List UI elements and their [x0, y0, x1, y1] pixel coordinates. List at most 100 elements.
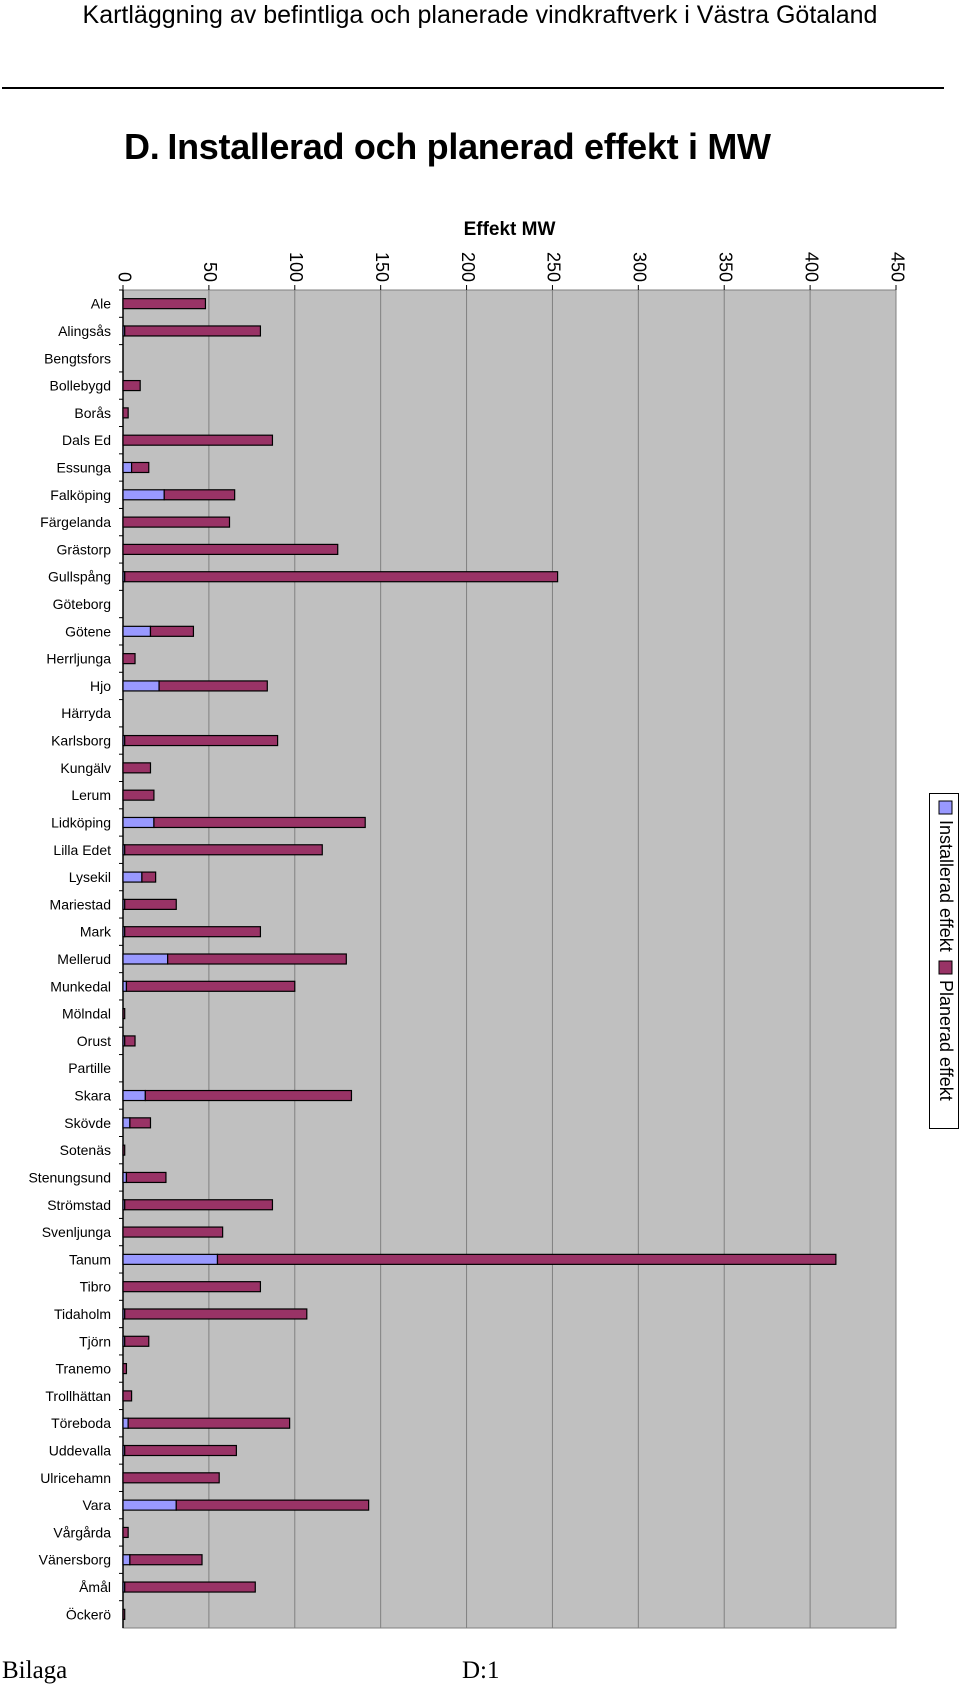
category-label: Tidaholm [54, 1306, 111, 1322]
bar-planned [216, 1253, 837, 1265]
bar-installed [122, 1117, 131, 1129]
legend-swatch-installed [938, 800, 953, 815]
x-tick-label: 350 [715, 252, 735, 282]
bar-installed [122, 680, 160, 692]
bar-installed [122, 1417, 129, 1429]
bar-planned [158, 680, 268, 692]
category-label: Essunga [57, 459, 112, 475]
bar-planned [125, 1171, 167, 1184]
bar-planned [122, 543, 339, 556]
category-label: Vara [82, 1497, 111, 1513]
bar-planned [122, 298, 207, 310]
bar-installed [122, 489, 165, 501]
bar-planned [122, 1608, 126, 1620]
legend-swatch-planned [938, 960, 953, 975]
bar-planned [122, 434, 274, 446]
category-label: Dals Ed [62, 432, 111, 448]
bar-planned [122, 1390, 133, 1402]
x-tick-label: 0 [114, 272, 134, 282]
bar-planned [129, 1554, 203, 1566]
category-label: Mariestad [50, 896, 111, 912]
category-label: Bengtsfors [44, 350, 111, 366]
bar-planned [124, 1444, 237, 1457]
section-title: D. Installerad och planerad effekt i MW [124, 126, 771, 168]
bar-planned [122, 762, 152, 774]
bar-planned [122, 1281, 262, 1293]
category-label: Munkedal [50, 978, 111, 994]
legend-label-planned: Planerad effekt [936, 980, 956, 1101]
category-label: Sotenäs [60, 1142, 111, 1158]
category-label: Bollebygd [50, 378, 112, 394]
bar-installed [122, 461, 133, 474]
bar-planned [163, 489, 236, 501]
x-tick-label: 150 [372, 252, 392, 282]
category-label: Ale [91, 296, 111, 312]
category-label: Lerum [71, 787, 111, 803]
category-label: Gullspång [48, 569, 111, 585]
x-tick-label: 400 [801, 252, 821, 282]
bar-planned [124, 1581, 256, 1593]
bar-planned [175, 1499, 370, 1511]
category-label: Vårgårda [53, 1524, 111, 1540]
x-tick-label: 450 [887, 252, 907, 282]
category-label: Strömstad [47, 1197, 111, 1213]
category-label: Falköping [50, 487, 111, 503]
legend-content: Installerad effekt Planerad effekt [936, 800, 956, 1101]
category-label: Kungälv [60, 760, 111, 776]
category-label: Grästorp [57, 541, 112, 557]
bar-planned [122, 407, 129, 419]
category-label: Göteborg [53, 596, 111, 612]
category-label: Partille [68, 1060, 111, 1076]
category-label: Trollhättan [45, 1388, 111, 1404]
bar-planned [124, 898, 177, 910]
legend-label-installed: Installerad effekt [936, 820, 956, 952]
category-label: Ulricehamn [40, 1470, 111, 1486]
category-label: Tibro [80, 1279, 112, 1295]
category-label: Tanum [69, 1251, 111, 1267]
bar-planned [124, 1308, 308, 1320]
category-label: Tranemo [55, 1361, 111, 1377]
x-tick-label: 200 [458, 252, 478, 282]
category-label: Mellerud [57, 951, 111, 967]
bar-installed [122, 1554, 131, 1566]
x-tick-label: 50 [200, 262, 220, 282]
bar-planned [124, 571, 559, 583]
category-label: Vänersborg [39, 1552, 111, 1568]
category-label: Lidköping [51, 814, 111, 830]
x-tick-label: 300 [630, 252, 650, 282]
page-header: Kartläggning av befintliga och planerade… [82, 1, 878, 29]
footer-left: Bilaga [2, 1657, 68, 1684]
bar-planned [130, 461, 150, 474]
effekt-chart: 0 50 100 150 200 250 300 350 400 450 Effekt MW Ale A… [28, 219, 907, 1629]
section-title-text: Installerad och planerad effekt i MW [167, 126, 771, 167]
category-label: Karlsborg [51, 733, 111, 749]
bar-planned [124, 1199, 274, 1211]
footer-page-number: D:1 [462, 1657, 500, 1684]
category-label: Lilla Edet [53, 842, 111, 858]
bar-planned [122, 1472, 220, 1484]
category-label: Skara [74, 1088, 111, 1104]
bar-planned [122, 789, 155, 801]
bar-installed [122, 1089, 146, 1102]
category-label: Töreboda [51, 1415, 111, 1431]
category-label: Herrljunga [46, 651, 111, 667]
category-label: Tjörn [79, 1333, 111, 1349]
x-tick-label: 100 [286, 252, 306, 282]
bar-planned [122, 653, 136, 665]
bar-planned [122, 1226, 224, 1238]
category-label: Lysekil [69, 869, 111, 885]
category-label: Åmål [79, 1579, 111, 1595]
bar-planned [141, 871, 157, 883]
bar-planned [122, 516, 231, 528]
bar-installed [122, 871, 143, 883]
category-label: Svenljunga [42, 1224, 111, 1240]
bar-planned [127, 1417, 291, 1429]
bar-planned [124, 926, 262, 938]
x-axis-title: Effekt MW [464, 219, 556, 240]
category-label: Götene [65, 623, 111, 639]
bar-installed [122, 953, 169, 965]
category-label: Mölndal [62, 1006, 111, 1022]
bar-planned [144, 1089, 353, 1102]
category-label: Uddevalla [49, 1443, 111, 1459]
bar-planned [124, 844, 323, 856]
